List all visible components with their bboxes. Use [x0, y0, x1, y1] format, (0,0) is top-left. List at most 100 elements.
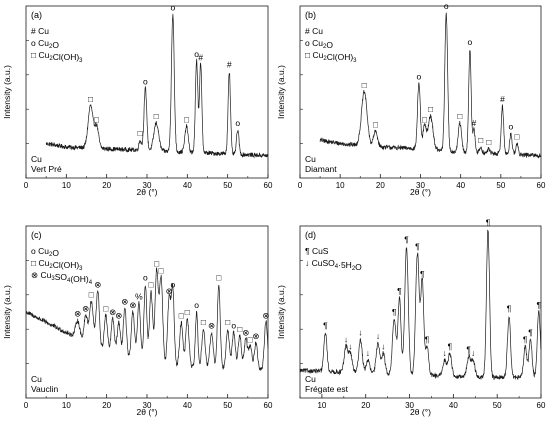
xrd-panel-b: 0 10 20 30 40 50 60 2θ (°) Intensity (a.u.) (b) # …	[276, 1, 546, 197]
y-axis-label: Intensity (a.u.)	[276, 65, 286, 119]
peak-marker: ¶	[486, 217, 491, 227]
x-tick-label: 0	[24, 181, 29, 190]
sample-label: Cu	[305, 154, 316, 164]
peak-marker: ¶	[415, 242, 420, 252]
peak-marker: □	[428, 104, 433, 114]
peak-marker: □	[373, 120, 378, 130]
peak-marker: %	[135, 291, 143, 301]
peak-marker: ↓	[376, 331, 380, 341]
peak-marker: □	[88, 94, 93, 104]
x-axis-label: 2θ (°)	[410, 407, 431, 417]
peak-marker: ¶	[448, 341, 453, 351]
peak-marker: □	[422, 114, 427, 124]
x-tick-label: 40	[183, 401, 192, 410]
peak-marker: ↓	[358, 328, 362, 338]
peak-marker: o	[231, 321, 236, 331]
peak-marker: □	[478, 135, 483, 145]
legend-symbol: ¶	[305, 246, 312, 256]
legend-text-part: 2	[49, 56, 53, 62]
legend-text-part: 2	[323, 56, 327, 62]
x-tick-label: 60	[264, 181, 273, 190]
legend-text-part: ·5H	[338, 260, 352, 270]
peak-marker: □	[154, 259, 159, 269]
sample-label: Diamant	[305, 164, 337, 174]
peak-marker: o	[143, 272, 148, 282]
legend-text-part: Cu	[38, 246, 49, 256]
peak-marker: ¶	[507, 303, 512, 313]
legend-text-part: Cu	[313, 50, 324, 60]
x-tick-label: 10	[317, 401, 326, 410]
peak-marker: o	[235, 118, 240, 128]
peak-marker: #	[227, 59, 232, 69]
peak-marker: ¶	[466, 345, 471, 355]
peak-marker: ↓	[344, 334, 348, 344]
peak-marker: □	[362, 80, 367, 90]
peak-marker: □	[154, 111, 159, 121]
peak-marker: □	[237, 324, 242, 334]
xrd-panel-a: 0 10 20 30 40 50 60 2θ (°) Intensity (a.u.) (a) # …	[2, 3, 273, 197]
peak-marker: ⊗	[82, 303, 89, 313]
x-tick-label: 20	[361, 401, 370, 410]
legend-text-part: (OH)	[70, 274, 89, 284]
x-tick-label: 50	[496, 181, 505, 190]
peak-marker: ¶	[404, 235, 409, 245]
legend-text-part: Cu	[38, 38, 49, 48]
peak-marker: ⊗	[115, 310, 122, 320]
x-axis-label: 2θ (°)	[410, 187, 431, 197]
peak-marker: □	[94, 114, 99, 124]
y-axis-label: Intensity (a.u.)	[2, 65, 12, 119]
legend-text-part: O	[355, 262, 362, 272]
peak-marker: ¶	[392, 307, 397, 317]
x-tick-label: 30	[416, 181, 425, 190]
peak-marker: □	[148, 279, 153, 289]
legend-entry: □ Cu2Cl(OH)3	[31, 50, 83, 64]
plot-frame	[25, 5, 269, 179]
legend-text-part: CuS	[312, 246, 329, 256]
legend-symbol: o	[31, 38, 38, 48]
peak-marker: o	[444, 1, 449, 11]
peak-marker: o	[468, 37, 473, 47]
x-tick-label: 40	[183, 181, 192, 190]
plot-frame	[299, 225, 542, 399]
xrd-pattern-line	[319, 12, 541, 159]
peak-marker: ¶	[420, 269, 425, 279]
legend-symbol: □	[305, 50, 313, 60]
legend-text-part: Cu	[39, 258, 50, 268]
panel-label: (a)	[31, 10, 42, 20]
peak-marker: #	[500, 94, 505, 104]
legend-text-part: 4	[335, 264, 339, 270]
legend-text-part: O	[326, 40, 333, 50]
peak-marker: ↓	[471, 348, 475, 358]
peak-marker: o	[170, 3, 175, 13]
legend-text-part: 4	[67, 278, 71, 284]
x-axis-label: 2θ (°)	[137, 407, 158, 417]
legend-symbol: #	[31, 26, 38, 36]
legend-entry: # Cu	[31, 26, 49, 36]
panel-label: (b)	[305, 10, 316, 20]
plot-frame	[299, 5, 542, 179]
peak-marker: ↓	[366, 348, 370, 358]
legend-text-part: 2	[49, 264, 53, 270]
peak-marker: ⊗	[121, 297, 128, 307]
xrd-pattern-line	[299, 229, 542, 380]
x-tick-label: 10	[62, 181, 71, 190]
peak-marker: ¶	[537, 300, 542, 310]
sample-label: Vauclin	[31, 384, 59, 394]
x-tick-label: 0	[298, 181, 303, 190]
peak-marker: □	[89, 290, 94, 300]
x-tick-label: 40	[456, 181, 465, 190]
x-tick-label: 60	[537, 181, 546, 190]
peak-marker: ⊗	[166, 286, 173, 296]
x-tick-label: 50	[223, 181, 232, 190]
legend-symbol: o	[305, 38, 312, 48]
legend-text-part: 2	[323, 44, 327, 50]
peak-marker: #	[472, 118, 477, 128]
x-tick-label: 40	[449, 401, 458, 410]
peak-marker: ↓	[348, 341, 352, 351]
peak-marker: ⊗	[262, 310, 269, 320]
sample-label: Cu	[31, 374, 42, 384]
legend-symbol: #	[305, 26, 312, 36]
legend-text-part: 3	[353, 58, 357, 64]
legend-text-part: CuSO	[312, 258, 336, 268]
legend-text-part: Cu	[38, 26, 49, 36]
